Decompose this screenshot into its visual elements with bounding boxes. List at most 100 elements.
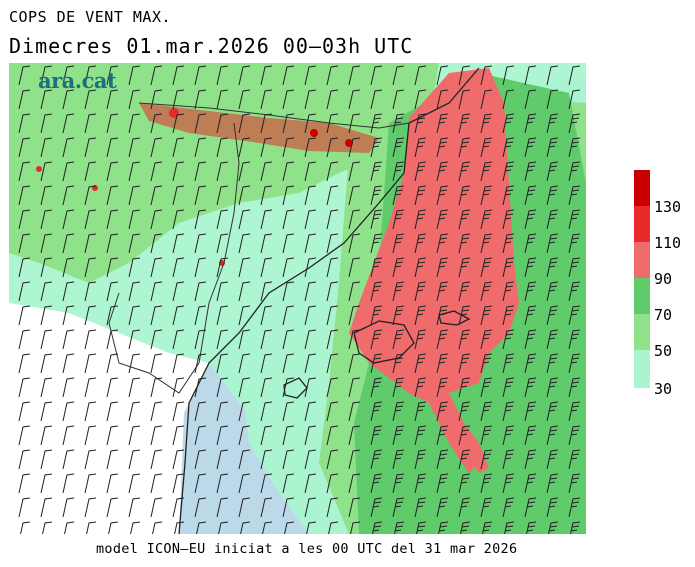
wind-barb — [502, 185, 515, 206]
wind-barb — [370, 113, 383, 134]
wind-barb — [282, 161, 295, 182]
wind-barb — [40, 89, 53, 110]
wind-barb — [546, 329, 559, 350]
wind-barb — [480, 401, 493, 422]
wind-barb — [84, 233, 97, 254]
wind-barb — [238, 377, 251, 398]
wind-barb — [436, 185, 449, 206]
wind-barb — [172, 497, 185, 518]
wind-barb — [348, 137, 361, 158]
wind-barb — [480, 113, 493, 134]
wind-barb — [414, 401, 427, 422]
wind-barb — [150, 185, 163, 206]
wind-barb — [194, 257, 207, 278]
wind-barb — [326, 329, 339, 350]
wind-barb — [150, 233, 163, 254]
wind-barb — [282, 89, 295, 110]
wind-barb — [348, 329, 361, 350]
wind-barb — [524, 257, 537, 278]
wind-barb — [260, 161, 273, 182]
wind-barb — [172, 113, 185, 134]
wind-barb — [238, 113, 251, 134]
wind-barb — [348, 185, 361, 206]
wind-barb — [436, 401, 449, 422]
wind-barb — [306, 521, 317, 534]
wind-barb — [458, 65, 471, 86]
wind-barb — [370, 233, 383, 254]
wind-barb — [216, 473, 229, 494]
wind-barb — [128, 377, 141, 398]
wind-barb — [40, 449, 53, 470]
wind-barb — [238, 401, 251, 422]
wind-barb — [524, 89, 537, 110]
wind-barb — [128, 161, 141, 182]
wind-barb — [568, 353, 581, 374]
wind-barb — [62, 401, 75, 422]
wind-barb — [62, 353, 75, 374]
wind-barb — [172, 449, 185, 470]
wind-barb — [106, 89, 119, 110]
wind-barb — [150, 257, 163, 278]
wind-barb — [18, 161, 31, 182]
wind-barb — [238, 473, 251, 494]
wind-barb — [568, 329, 581, 350]
wind-barb — [480, 233, 493, 254]
wind-barb — [172, 65, 185, 86]
wind-barb — [370, 209, 383, 230]
wind-barb — [502, 281, 515, 302]
wind-barb — [546, 497, 559, 518]
wind-barb — [348, 113, 361, 134]
wind-barb — [128, 89, 141, 110]
wind-barb — [304, 209, 317, 230]
wind-barb — [18, 281, 31, 302]
wind-barb — [130, 521, 141, 534]
wind-barb — [150, 65, 163, 86]
wind-barb — [18, 233, 31, 254]
wind-barb — [216, 401, 229, 422]
wind-barb — [524, 281, 537, 302]
wind-barb — [502, 497, 515, 518]
wind-barb — [326, 449, 339, 470]
wind-barb — [480, 353, 493, 374]
legend-swatch-130 — [634, 170, 650, 206]
wind-barb — [128, 185, 141, 206]
wind-barb — [282, 353, 295, 374]
wind-barb — [282, 113, 295, 134]
gust-spot — [36, 166, 42, 172]
wind-barb — [436, 305, 449, 326]
wind-barb — [568, 257, 581, 278]
wind-barb — [40, 473, 53, 494]
wind-barb — [238, 425, 251, 446]
wind-barb — [326, 281, 339, 302]
wind-barb — [282, 449, 295, 470]
wind-barb — [62, 473, 75, 494]
wind-barb — [414, 65, 427, 86]
wind-barb — [546, 89, 559, 110]
wind-barb — [238, 305, 251, 326]
wind-barb — [150, 305, 163, 326]
wind-barb — [392, 185, 405, 206]
wind-barb — [546, 257, 559, 278]
wind-barb — [436, 473, 449, 494]
wind-barb — [194, 137, 207, 158]
wind-barb — [304, 473, 317, 494]
wind-barb — [348, 89, 361, 110]
wind-barb — [460, 521, 471, 534]
legend-swatch-30 — [634, 350, 650, 388]
wind-barb — [458, 185, 471, 206]
wind-barb — [282, 257, 295, 278]
wind-barb — [546, 137, 559, 158]
wind-barb — [502, 257, 515, 278]
wind-barb — [546, 449, 559, 470]
wind-barb — [128, 329, 141, 350]
wind-barb — [40, 377, 53, 398]
wind-barb — [304, 65, 317, 86]
wind-barb — [40, 185, 53, 206]
legend-label-70: 70 — [654, 306, 673, 324]
wind-barb — [62, 281, 75, 302]
wind-barb — [414, 257, 427, 278]
wind-barb — [502, 89, 515, 110]
wind-barb — [40, 281, 53, 302]
wind-barb — [370, 185, 383, 206]
wind-barb — [350, 521, 361, 534]
